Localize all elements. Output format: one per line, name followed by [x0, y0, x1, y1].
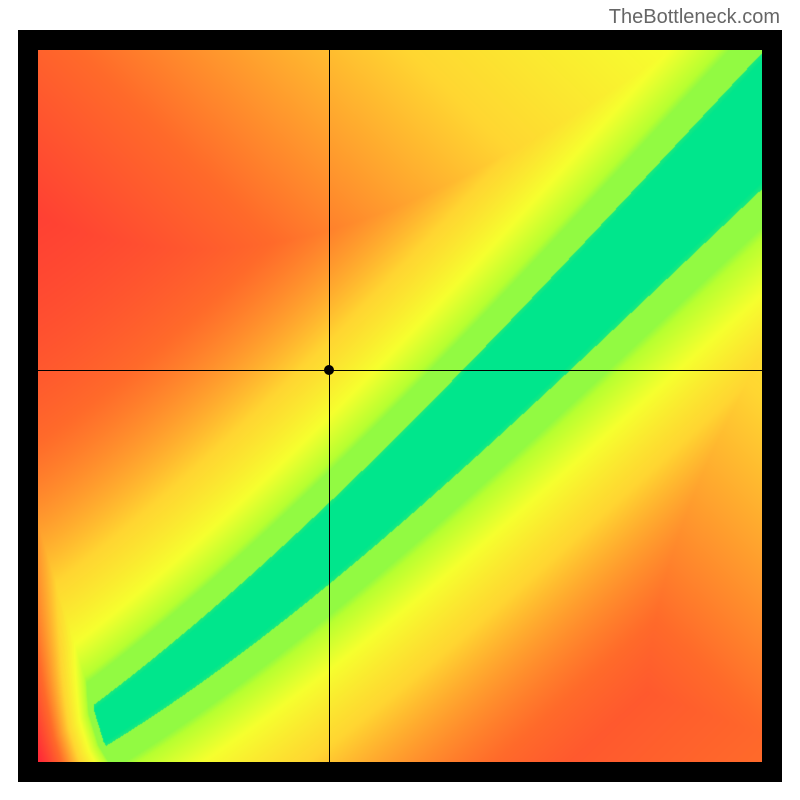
chart-container: TheBottleneck.com [0, 0, 800, 800]
crosshair-horizontal [38, 370, 762, 371]
plot-area [18, 30, 782, 782]
watermark-text: TheBottleneck.com [609, 6, 780, 29]
crosshair-point [324, 365, 334, 375]
heatmap-canvas [38, 50, 762, 762]
crosshair-vertical [329, 50, 330, 762]
